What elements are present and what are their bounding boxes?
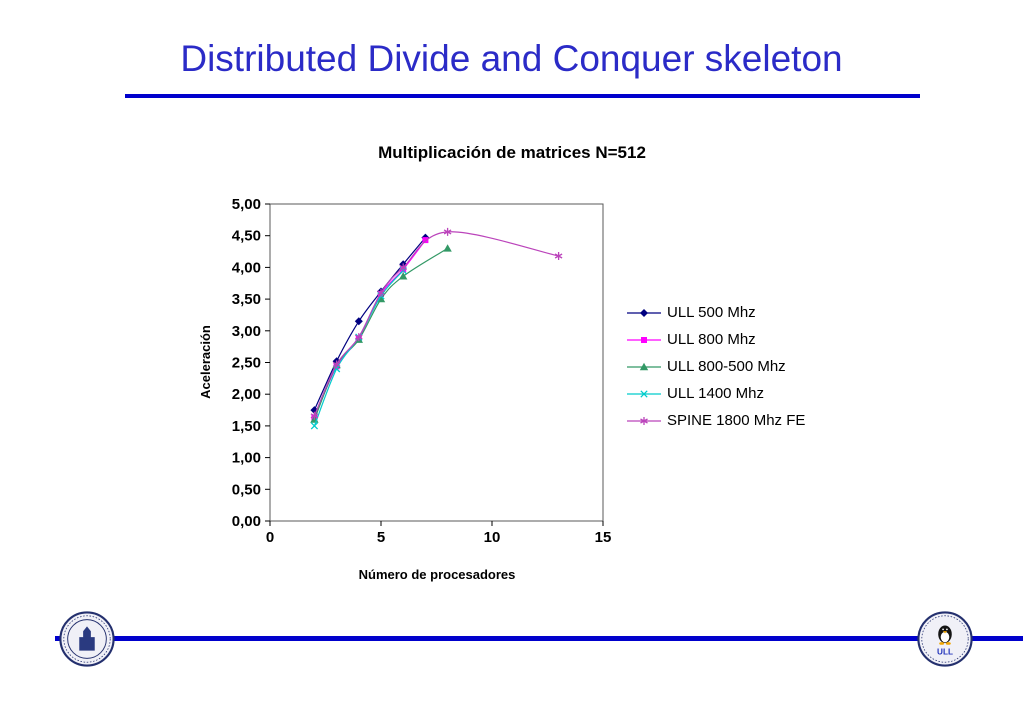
series-line-spine-1800-mhz-fe	[310, 227, 563, 420]
marker-diamond	[354, 317, 363, 326]
legend-label: ULL 800-500 Mhz	[667, 358, 786, 375]
seal-crest	[79, 626, 95, 651]
university-seal-icon	[59, 611, 115, 667]
y-tick-label: 4,00	[232, 259, 261, 276]
y-tick-label: 2,00	[232, 386, 261, 403]
chart-canvas: Multiplicación de matrices N=512 Número …	[198, 143, 646, 582]
ull-logo-text: ULL	[937, 647, 953, 656]
x-tick-label: 0	[266, 529, 274, 546]
ull-linux-logo: ULL	[916, 610, 974, 673]
y-tick-label: 5,00	[232, 196, 261, 213]
seal-text-ring	[63, 615, 111, 663]
chart: Multiplicación de matrices N=512 Número …	[198, 138, 860, 598]
marker-x	[332, 365, 341, 373]
x-tick-label: 15	[595, 529, 612, 546]
x-tick-label: 10	[484, 529, 501, 546]
slide-title: Distributed Divide and Conquer skeleton	[180, 38, 843, 79]
marker-star	[443, 227, 452, 236]
y-tick-label: 1,00	[232, 450, 261, 467]
marker-square	[422, 237, 429, 244]
legend-item: ULL 500 Mhz	[627, 299, 805, 326]
y-tick-label: 3,50	[232, 291, 261, 308]
marker-star	[354, 333, 363, 342]
footer-rule	[55, 636, 1023, 641]
y-tick-label: 0,50	[232, 481, 261, 498]
marker-x	[640, 389, 648, 398]
marker-triangle	[399, 272, 408, 280]
legend-label: ULL 1400 Mhz	[667, 385, 765, 402]
y-tick-label: 2,50	[232, 355, 261, 372]
legend-marker-triangle	[627, 362, 661, 370]
legend-item: ULL 800-500 Mhz	[627, 353, 805, 380]
ull-linux-icon: ULL	[917, 611, 973, 667]
marker-triangle	[639, 362, 649, 370]
chart-legend: ULL 500 Mhz ULL 800 Mhz ULL 800-500 Mhz ULL…	[627, 299, 805, 434]
legend-item: SPINE 1800 Mhz FE	[627, 407, 805, 434]
marker-star	[554, 252, 563, 260]
x-tick-label: 5	[377, 529, 385, 546]
legend-marker-star	[627, 416, 661, 425]
legend-label: SPINE 1800 Mhz FE	[667, 412, 806, 429]
legend-label: ULL 500 Mhz	[667, 304, 756, 321]
legend-marker-square	[627, 336, 661, 343]
marker-square	[641, 336, 647, 343]
university-seal-logo	[58, 610, 116, 673]
marker-diamond	[640, 308, 648, 317]
marker-star	[310, 411, 319, 420]
marker-star	[332, 360, 341, 369]
legend-marker-x	[627, 389, 661, 398]
seal-text-ring	[921, 615, 969, 663]
legend-item: ULL 1400 Mhz	[627, 380, 805, 407]
x-axis-label: Número de procesadores	[359, 567, 516, 582]
legend-label: ULL 800 Mhz	[667, 331, 756, 348]
marker-star	[640, 416, 648, 425]
seal-inner-ring	[67, 619, 107, 659]
y-tick-label: 0,00	[232, 513, 261, 530]
plot-area: 0,00 0,50 1,00 1,50 2,00 2,50 3,00 3,50 4,00 4,50…	[232, 196, 612, 546]
marker-triangle	[443, 244, 452, 252]
legend-marker-diamond	[627, 308, 661, 317]
y-axis-label: Aceleración	[200, 325, 213, 399]
title-underline-rule	[125, 94, 920, 98]
marker-star	[399, 263, 408, 272]
legend-item: ULL 800 Mhz	[627, 326, 805, 353]
y-tick-label: 3,00	[232, 323, 261, 340]
y-tick-label: 4,50	[232, 228, 261, 245]
plot-border	[269, 203, 604, 522]
chart-title: Multiplicación de matrices N=512	[378, 143, 646, 162]
y-tick-label: 1,50	[232, 418, 261, 435]
tux-icon	[938, 625, 952, 645]
marker-x	[310, 422, 319, 430]
marker-star	[377, 288, 385, 297]
